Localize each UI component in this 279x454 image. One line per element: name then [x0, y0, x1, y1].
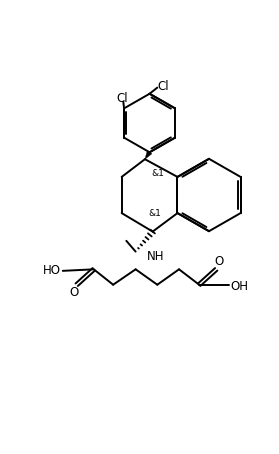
- Text: &1: &1: [151, 169, 164, 178]
- Text: NH: NH: [146, 250, 164, 263]
- Text: Cl: Cl: [116, 92, 128, 105]
- Text: O: O: [70, 286, 79, 299]
- Text: HO: HO: [43, 264, 61, 277]
- Polygon shape: [145, 151, 152, 159]
- Text: OH: OH: [230, 280, 249, 293]
- Text: Cl: Cl: [158, 79, 169, 93]
- Text: &1: &1: [148, 208, 162, 217]
- Text: O: O: [214, 255, 223, 268]
